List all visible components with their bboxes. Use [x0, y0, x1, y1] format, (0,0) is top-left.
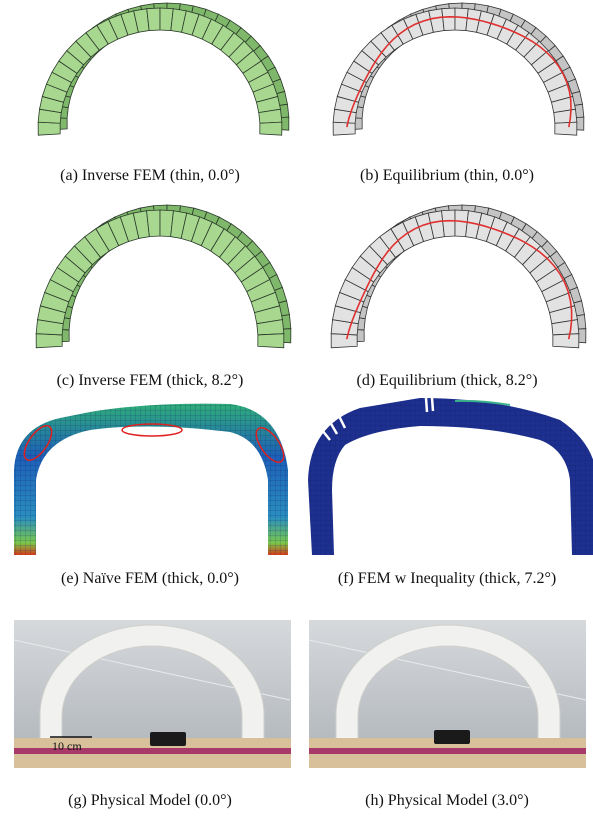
voussoir: [260, 122, 282, 135]
voussoir: [147, 210, 160, 237]
arch: [38, 3, 289, 135]
caption: (c) Inverse FEM (thick, 8.2°): [57, 372, 244, 389]
caption: (a) Inverse FEM (thin, 0.0°): [60, 167, 240, 184]
photo-h: [309, 620, 586, 768]
figure: 10 cm (a) Inverse FEM (thin, 0.0°) (b) E…: [0, 0, 593, 825]
arch: [36, 205, 291, 348]
caption: (e) Naïve FEM (thick, 0.0°): [61, 570, 239, 587]
voussoir: [442, 8, 455, 31]
photo-g: 10 cm: [14, 620, 291, 768]
voussoir: [553, 334, 579, 348]
caption: (h) Physical Model (3.0°): [365, 792, 529, 809]
fem-naive: [14, 404, 289, 555]
arch: [333, 3, 584, 135]
caption: (d) Equilibrium (thick, 8.2°): [356, 372, 537, 389]
fem-mesh: [14, 404, 288, 555]
voussoir: [258, 334, 284, 348]
caption: (b) Equilibrium (thin, 0.0°): [360, 167, 534, 184]
fem-mesh: [308, 398, 593, 555]
voussoir: [555, 122, 577, 135]
scale-label: 10 cm: [52, 739, 82, 753]
caption: (g) Physical Model (0.0°): [68, 792, 232, 809]
voussoir: [38, 122, 60, 135]
fem-inequality: [308, 398, 593, 555]
voussoir: [331, 334, 357, 348]
voussoir: [442, 210, 455, 237]
voussoir: [333, 122, 355, 135]
arch: [331, 205, 586, 348]
caption: (f) FEM w Inequality (thick, 7.2°): [338, 570, 556, 587]
voussoir: [147, 8, 160, 31]
voussoir: [36, 334, 62, 348]
